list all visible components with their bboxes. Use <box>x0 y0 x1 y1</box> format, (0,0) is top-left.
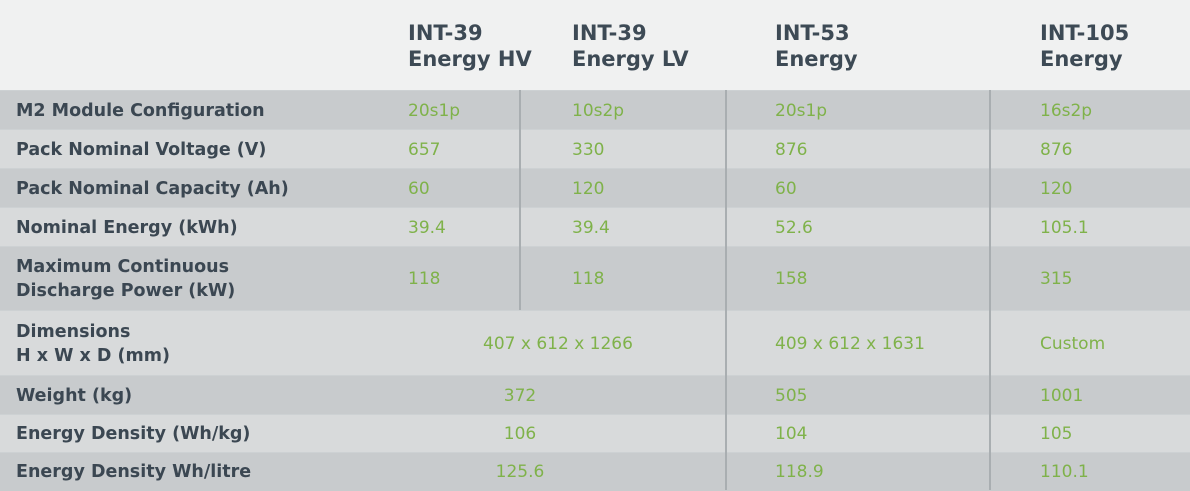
table-cell: 20s1p <box>408 100 461 121</box>
table-cell: 158 <box>775 269 808 289</box>
table-row: Maximum Continuous Discharge Power (kW) … <box>0 246 1190 311</box>
table-cell: 106 <box>503 424 537 444</box>
table-cell: 505 <box>775 385 808 406</box>
table-cell: 330 <box>572 139 605 160</box>
row-label: Maximum Continuous Discharge Power (kW) <box>16 257 236 301</box>
table-cell: 876 <box>1040 139 1073 160</box>
table-cell: 657 <box>408 139 441 160</box>
table-cell: 118.9 <box>775 462 824 482</box>
table-cell: 105.1 <box>1040 217 1089 238</box>
row-label: Energy Density Wh/litre <box>16 462 252 482</box>
table-cell: 372 <box>503 385 537 406</box>
table-row: Energy Density Wh/litre 125.6 118.9 110.… <box>0 452 1190 491</box>
column-header-variant: Energy <box>1040 47 1123 71</box>
column-header-variant: Energy HV <box>408 47 532 71</box>
column-header-int39-hv: INT-39 Energy HV <box>408 20 532 72</box>
table-row: Weight (kg) 372 505 1001 <box>0 375 1190 415</box>
column-header-int39-lv: INT-39 Energy LV <box>572 20 689 72</box>
row-label: Pack Nominal Voltage (V) <box>16 139 267 160</box>
row-label: Weight (kg) <box>16 385 133 406</box>
table-cell: 315 <box>1040 269 1073 289</box>
table-cell: Custom <box>1040 333 1106 354</box>
row-label: Energy Density (Wh/kg) <box>16 424 251 444</box>
row-label: M2 Module Configuration <box>16 100 265 121</box>
table-header: INT-39 Energy HV INT-39 Energy LV INT-53… <box>0 0 1190 90</box>
table-row: Dimensions H x W x D (mm) 407 x 612 x 12… <box>0 310 1190 376</box>
table-row: Pack Nominal Voltage (V) 657 330 876 876 <box>0 129 1190 169</box>
column-header-model: INT-105 <box>1040 21 1130 45</box>
column-header-variant: Energy <box>775 47 858 71</box>
table-cell: 125.6 <box>495 462 545 482</box>
column-header-int53: INT-53 Energy <box>775 20 858 72</box>
column-header-model: INT-39 <box>572 21 647 45</box>
table-cell: 10s2p <box>572 100 625 121</box>
column-header-int105: INT-105 Energy <box>1040 20 1129 72</box>
table-row: Pack Nominal Capacity (Ah) 60 120 60 120 <box>0 168 1190 208</box>
table-cell: 39.4 <box>572 217 610 238</box>
table-cell: 20s1p <box>775 100 828 121</box>
table-row: Energy Density (Wh/kg) 106 104 105 <box>0 414 1190 453</box>
column-header-model: INT-53 <box>775 21 850 45</box>
row-label: Nominal Energy (kWh) <box>16 217 238 238</box>
row-label: Pack Nominal Capacity (Ah) <box>16 178 289 199</box>
column-divider <box>725 90 727 490</box>
table-cell: 60 <box>408 178 430 199</box>
table-row: M2 Module Configuration 20s1p 10s2p 20s1… <box>0 90 1190 130</box>
table-cell: 39.4 <box>408 217 446 238</box>
table-cell: 118 <box>572 269 605 289</box>
column-header-variant: Energy LV <box>572 47 689 71</box>
table-cell: 60 <box>775 178 797 199</box>
table-cell: 104 <box>775 424 808 444</box>
table-cell: 409 x 612 x 1631 <box>775 333 925 354</box>
row-label: Dimensions H x W x D (mm) <box>16 321 170 366</box>
table-row: Nominal Energy (kWh) 39.4 39.4 52.6 105.… <box>0 207 1190 247</box>
column-divider <box>519 90 521 310</box>
column-divider <box>989 90 991 490</box>
table-cell: 110.1 <box>1040 462 1089 482</box>
table-cell: 1001 <box>1040 385 1084 406</box>
table-cell: 407 x 612 x 1266 <box>483 333 633 354</box>
table-cell: 120 <box>572 178 605 199</box>
table-cell: 120 <box>1040 178 1073 199</box>
table-cell: 876 <box>775 139 808 160</box>
table-cell: 52.6 <box>775 217 813 238</box>
table-cell: 118 <box>408 269 441 289</box>
table-cell: 16s2p <box>1040 100 1093 121</box>
column-header-model: INT-39 <box>408 21 483 45</box>
table-cell: 105 <box>1040 424 1073 444</box>
